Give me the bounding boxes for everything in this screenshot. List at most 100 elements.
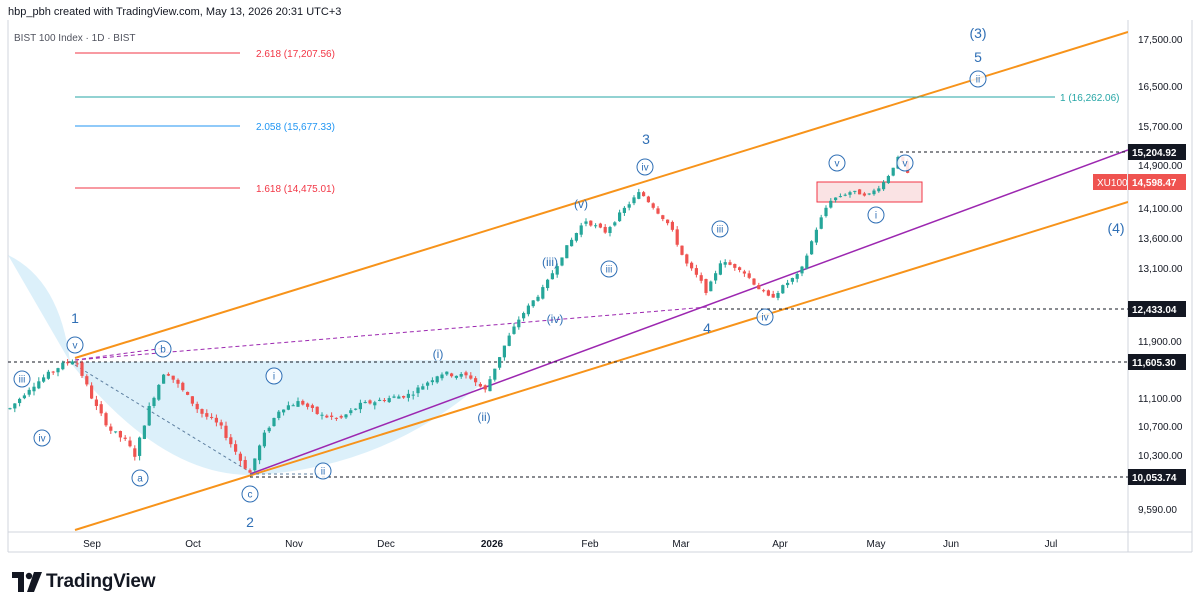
x-tick-label: Dec bbox=[377, 539, 395, 550]
candle-body bbox=[709, 281, 713, 292]
wave-label-v-circled-ring bbox=[828, 154, 846, 172]
candle-body bbox=[781, 285, 785, 294]
candle-body bbox=[459, 374, 463, 377]
cup-highlight bbox=[8, 255, 480, 475]
wave-label-v-circled: v bbox=[835, 159, 840, 170]
wave-label-iii-circled-ring bbox=[600, 260, 618, 278]
candle-body bbox=[253, 458, 257, 471]
candle-body bbox=[603, 226, 607, 233]
candle-body bbox=[238, 453, 242, 461]
candle-body bbox=[627, 204, 631, 208]
candle-body bbox=[838, 196, 842, 198]
candle-body bbox=[382, 400, 386, 402]
candle-body bbox=[613, 222, 617, 226]
candle-body bbox=[13, 403, 17, 409]
candle-body bbox=[728, 262, 732, 265]
wave-label-ii-paren: (ii) bbox=[477, 410, 490, 424]
price-axis[interactable]: 17,500.00 16,500.00 15,700.00 14,900.00 14,1… bbox=[1138, 35, 1183, 516]
candle-body bbox=[824, 207, 828, 217]
candle-body bbox=[37, 381, 41, 389]
candle-body bbox=[454, 375, 458, 378]
candle-body bbox=[421, 386, 425, 390]
candle-body bbox=[358, 402, 362, 410]
helper-dashed-upper bbox=[74, 347, 166, 361]
candle-body bbox=[248, 470, 252, 473]
tradingview-logo[interactable]: TradingView bbox=[12, 570, 156, 594]
x-tick-label: 2026 bbox=[481, 539, 504, 550]
candle-body bbox=[70, 361, 74, 365]
candle-body bbox=[776, 293, 780, 298]
candle-body bbox=[882, 182, 886, 190]
candle-body bbox=[286, 405, 290, 410]
x-tick-label: Feb bbox=[581, 539, 599, 550]
wave-label-c-circled-ring bbox=[241, 485, 259, 503]
candle-body bbox=[699, 275, 703, 281]
candle-body bbox=[829, 200, 833, 208]
candle-body bbox=[99, 404, 103, 414]
candle-body bbox=[579, 225, 583, 235]
candle-body bbox=[147, 405, 151, 426]
symbol-info: BIST 100 Index · 1D · BIST bbox=[14, 33, 136, 44]
wave-label-v-circled: v bbox=[903, 159, 908, 170]
candle-body bbox=[848, 192, 852, 195]
candle-body bbox=[166, 374, 170, 376]
candle-body bbox=[704, 279, 708, 293]
fib-label: 2.058 (15,677.33) bbox=[256, 122, 335, 133]
y-tick-label: 11,100.00 bbox=[1138, 394, 1182, 405]
y-tick-label: 10,300.00 bbox=[1138, 451, 1183, 462]
candle-body bbox=[152, 397, 156, 407]
candle-body bbox=[440, 374, 444, 379]
candle-body bbox=[334, 417, 338, 419]
candle-body bbox=[291, 405, 295, 407]
wave-label-a-circled-ring bbox=[131, 469, 149, 487]
candle-body bbox=[397, 396, 401, 399]
candle-body bbox=[18, 398, 22, 404]
wave-label-iv-circled: iv bbox=[641, 163, 648, 174]
candle-body bbox=[181, 382, 185, 391]
candle-body bbox=[186, 391, 190, 395]
candle-body bbox=[426, 382, 430, 386]
candle-body bbox=[834, 197, 838, 201]
candle-body bbox=[598, 223, 602, 228]
wave-label-5: 5 bbox=[974, 49, 982, 65]
wave-label-2: 2 bbox=[246, 514, 254, 530]
candle-body bbox=[22, 395, 26, 399]
support-box bbox=[816, 181, 923, 203]
wave-label-iv-circled-ring bbox=[33, 429, 51, 447]
candle-body bbox=[560, 257, 564, 266]
candle-body bbox=[805, 255, 809, 269]
candle-body bbox=[690, 262, 694, 269]
candle-body bbox=[517, 319, 521, 328]
candle-body bbox=[546, 279, 550, 289]
y-tick-label: 15,700.00 bbox=[1138, 122, 1183, 133]
candle-body bbox=[680, 245, 684, 255]
candle-body bbox=[584, 221, 588, 224]
candle-body bbox=[642, 192, 646, 197]
candle-body bbox=[224, 425, 228, 438]
time-axis[interactable]: Sep Oct Nov Dec 2026 Feb Mar Apr May Jun Jul bbox=[83, 539, 1057, 550]
candle-body bbox=[550, 273, 554, 280]
candle-body bbox=[75, 363, 79, 365]
candle-body bbox=[277, 411, 281, 419]
helper-dashed-purple bbox=[74, 306, 708, 361]
candle-body bbox=[368, 400, 372, 404]
candle-body bbox=[349, 410, 353, 414]
y-tick-label: 13,600.00 bbox=[1138, 234, 1183, 245]
candle-body bbox=[493, 368, 497, 380]
candle-body bbox=[738, 267, 742, 271]
candle-body bbox=[522, 313, 526, 319]
candle-body bbox=[886, 175, 890, 184]
symbol-tag-text: XU100 bbox=[1097, 178, 1128, 189]
candle-body bbox=[766, 290, 770, 296]
candle-body bbox=[574, 233, 578, 241]
candle-body bbox=[344, 414, 348, 418]
candle-body bbox=[109, 426, 113, 431]
candle-body bbox=[718, 263, 722, 275]
candle-body bbox=[306, 403, 310, 407]
wave-label-iv-circled-ring bbox=[756, 308, 774, 326]
tradingview-logo-icon bbox=[12, 572, 42, 592]
helper-dashed-cup bbox=[74, 364, 251, 473]
candle-body bbox=[867, 193, 871, 195]
candle-body bbox=[402, 395, 406, 398]
